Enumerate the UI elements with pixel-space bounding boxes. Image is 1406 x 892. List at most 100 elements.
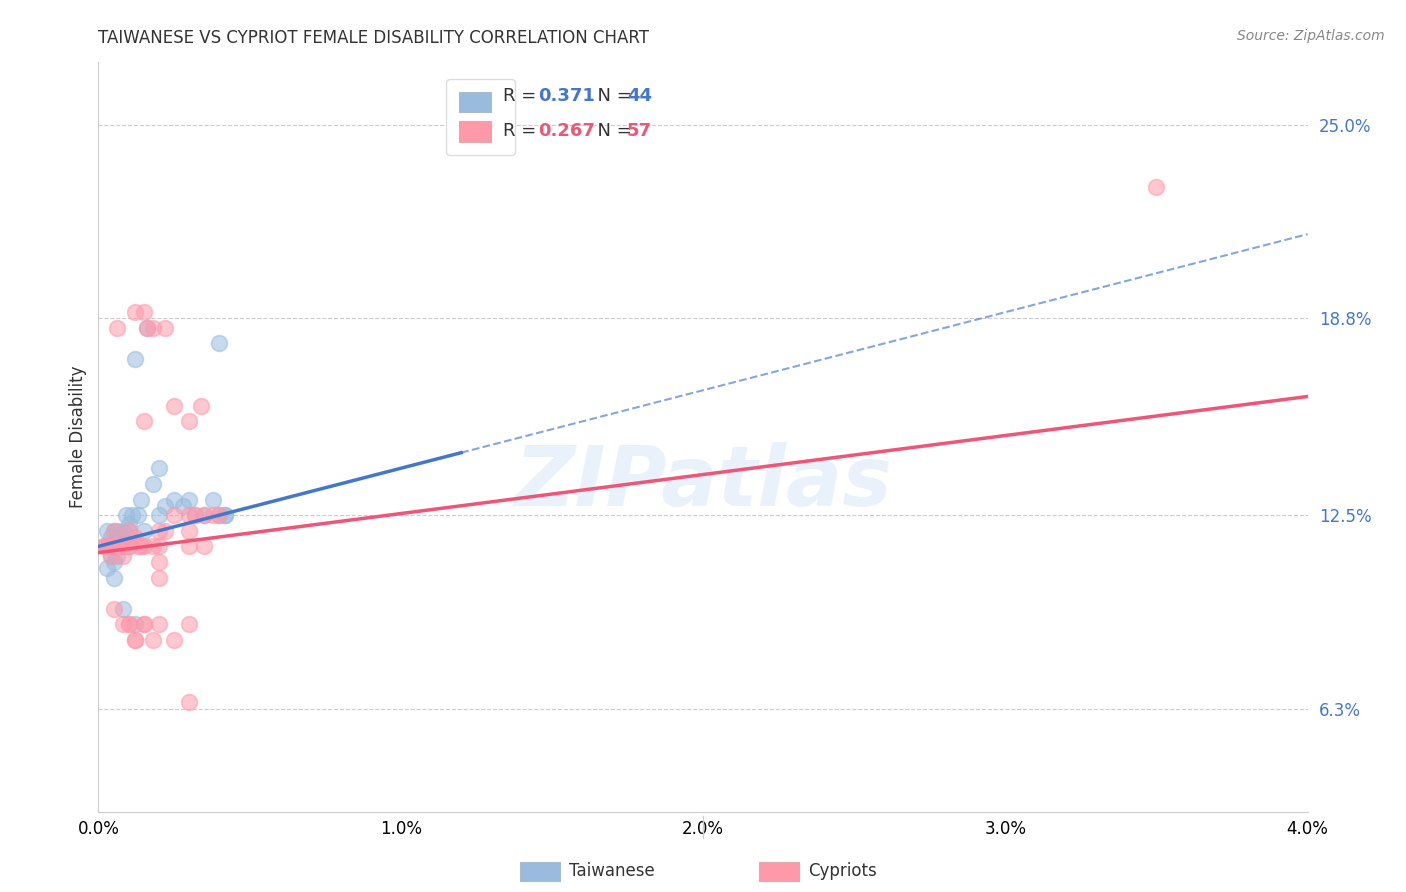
Point bbox=[132, 305, 155, 319]
Point bbox=[153, 499, 176, 513]
Point bbox=[124, 633, 146, 648]
Point bbox=[124, 633, 146, 648]
Point bbox=[118, 539, 141, 553]
Point bbox=[121, 508, 143, 523]
Point bbox=[153, 524, 176, 538]
Point bbox=[184, 508, 207, 523]
Point bbox=[103, 539, 125, 553]
Text: ZIPatlas: ZIPatlas bbox=[515, 442, 891, 523]
Point bbox=[163, 399, 186, 413]
Point bbox=[118, 517, 141, 532]
Point bbox=[96, 539, 118, 553]
Point bbox=[103, 539, 125, 553]
Point bbox=[124, 530, 146, 544]
Point bbox=[124, 617, 146, 632]
Point bbox=[103, 524, 125, 538]
Point bbox=[100, 549, 122, 563]
Point bbox=[179, 492, 201, 507]
Text: R =: R = bbox=[503, 122, 543, 140]
Point bbox=[96, 539, 118, 553]
Text: R =: R = bbox=[503, 87, 543, 105]
Text: 57: 57 bbox=[627, 122, 652, 140]
Point bbox=[132, 617, 155, 632]
Text: Taiwanese: Taiwanese bbox=[569, 863, 655, 880]
Point bbox=[179, 508, 201, 523]
Point bbox=[179, 539, 201, 553]
Point bbox=[135, 321, 157, 335]
Point bbox=[93, 539, 115, 553]
Point bbox=[103, 539, 125, 553]
Point bbox=[148, 508, 170, 523]
Y-axis label: Female Disability: Female Disability bbox=[69, 366, 87, 508]
Point bbox=[208, 336, 231, 351]
Point bbox=[129, 539, 152, 553]
Point bbox=[111, 524, 134, 538]
Point bbox=[163, 508, 186, 523]
Point bbox=[135, 321, 157, 335]
Point bbox=[202, 508, 225, 523]
Point bbox=[114, 508, 136, 523]
Text: TAIWANESE VS CYPRIOT FEMALE DISABILITY CORRELATION CHART: TAIWANESE VS CYPRIOT FEMALE DISABILITY C… bbox=[98, 29, 650, 47]
Point bbox=[111, 539, 134, 553]
Point bbox=[208, 508, 231, 523]
Point bbox=[105, 321, 128, 335]
Point bbox=[100, 549, 122, 563]
Point bbox=[142, 321, 165, 335]
Point bbox=[103, 555, 125, 569]
Text: 44: 44 bbox=[627, 87, 652, 105]
Point bbox=[111, 549, 134, 563]
Point bbox=[96, 561, 118, 575]
Point bbox=[108, 539, 131, 553]
Point bbox=[93, 539, 115, 553]
Point bbox=[118, 617, 141, 632]
Point bbox=[111, 617, 134, 632]
Point bbox=[132, 539, 155, 553]
Point bbox=[148, 539, 170, 553]
Point bbox=[105, 533, 128, 547]
Point bbox=[105, 549, 128, 563]
Point bbox=[142, 476, 165, 491]
Point bbox=[100, 539, 122, 553]
Point bbox=[103, 524, 125, 538]
Point bbox=[96, 539, 118, 553]
Point bbox=[105, 524, 128, 538]
Point bbox=[127, 539, 149, 553]
Point bbox=[1146, 180, 1168, 194]
Point bbox=[132, 414, 155, 429]
Point bbox=[132, 524, 155, 538]
Legend: , : , bbox=[446, 79, 515, 155]
Point bbox=[103, 571, 125, 585]
Point bbox=[179, 617, 201, 632]
Point bbox=[202, 492, 225, 507]
Point bbox=[148, 555, 170, 569]
Point bbox=[193, 539, 215, 553]
Point bbox=[214, 508, 236, 523]
Text: Source: ZipAtlas.com: Source: ZipAtlas.com bbox=[1237, 29, 1385, 43]
Point bbox=[179, 696, 201, 710]
Point bbox=[148, 617, 170, 632]
Point bbox=[172, 499, 194, 513]
Point bbox=[132, 617, 155, 632]
Point bbox=[142, 539, 165, 553]
Point bbox=[103, 601, 125, 615]
Point bbox=[148, 571, 170, 585]
Point bbox=[142, 633, 165, 648]
Text: N =: N = bbox=[586, 87, 637, 105]
Point bbox=[129, 492, 152, 507]
Point bbox=[118, 539, 141, 553]
Point bbox=[214, 508, 236, 523]
Point bbox=[190, 399, 212, 413]
Point bbox=[100, 530, 122, 544]
Point bbox=[153, 321, 176, 335]
Point bbox=[148, 461, 170, 475]
Point bbox=[108, 539, 131, 553]
Text: 0.267: 0.267 bbox=[538, 122, 595, 140]
Point bbox=[108, 539, 131, 553]
Point bbox=[111, 601, 134, 615]
Point bbox=[193, 508, 215, 523]
Point bbox=[118, 617, 141, 632]
Point bbox=[163, 633, 186, 648]
Point bbox=[148, 524, 170, 538]
Point bbox=[118, 524, 141, 538]
Point bbox=[124, 352, 146, 367]
